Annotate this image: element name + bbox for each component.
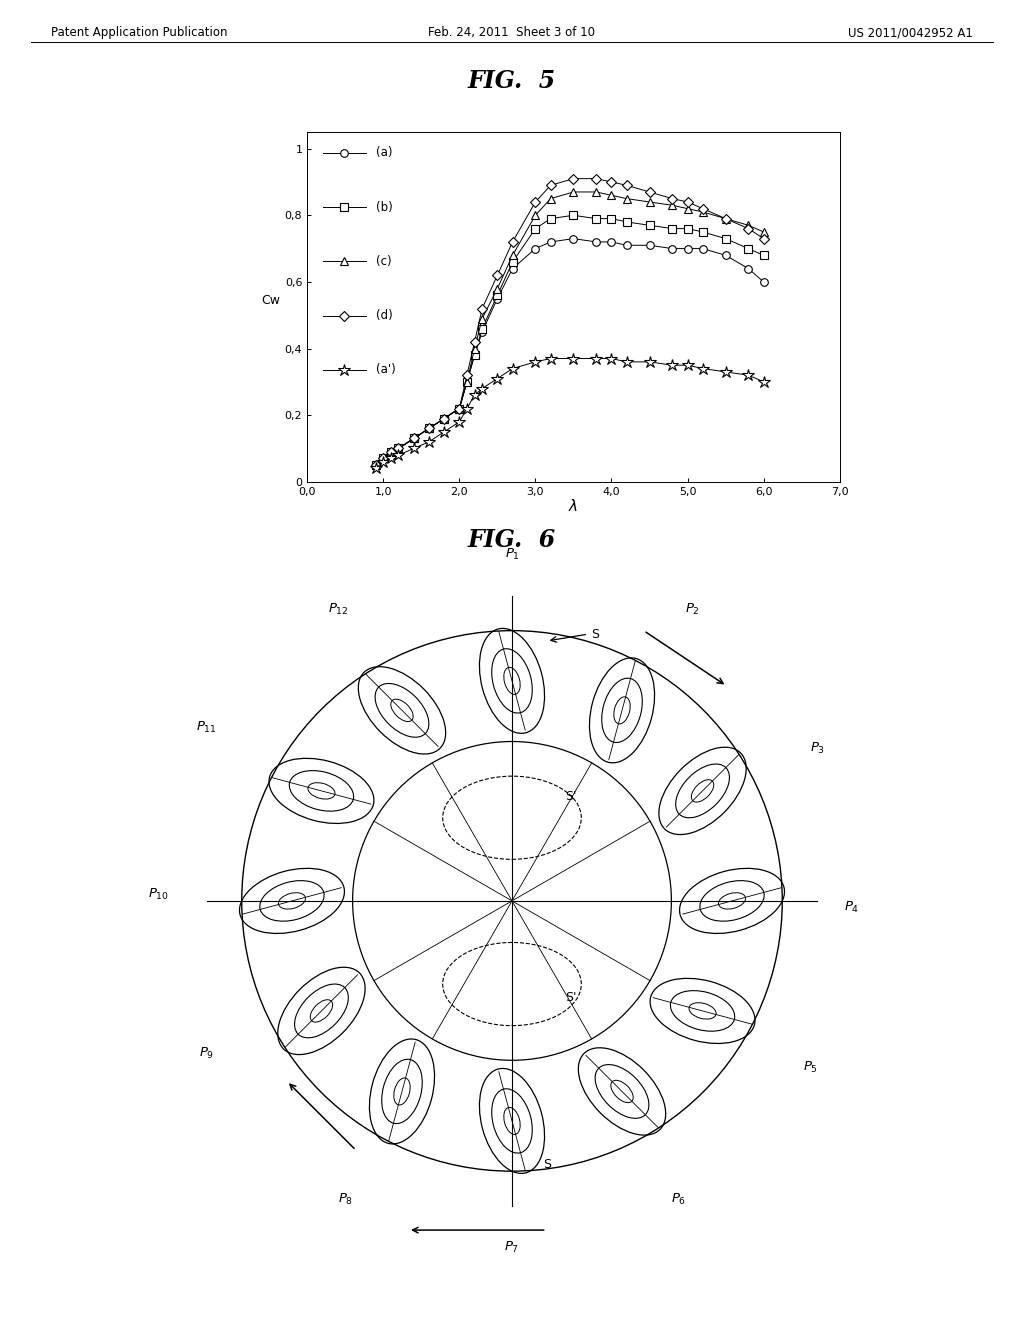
Text: $P_{12}$: $P_{12}$	[329, 602, 349, 616]
Text: (c): (c)	[377, 255, 392, 268]
Text: (a): (a)	[377, 147, 393, 160]
Text: (d): (d)	[377, 309, 393, 322]
Text: US 2011/0042952 A1: US 2011/0042952 A1	[848, 26, 973, 40]
Text: $P_{2}$: $P_{2}$	[685, 602, 699, 616]
Text: (b): (b)	[377, 201, 393, 214]
Text: S': S'	[565, 991, 577, 1005]
Text: $P_{8}$: $P_{8}$	[338, 1192, 353, 1208]
Text: $P_{11}$: $P_{11}$	[196, 721, 217, 735]
Text: $P_{1}$: $P_{1}$	[505, 546, 519, 562]
Text: Patent Application Publication: Patent Application Publication	[51, 26, 227, 40]
Text: $P_{10}$: $P_{10}$	[148, 887, 169, 902]
Text: S': S'	[565, 791, 577, 804]
Text: S: S	[591, 627, 599, 640]
Text: FIG.  5: FIG. 5	[468, 69, 556, 92]
Text: FIG.  6: FIG. 6	[468, 528, 556, 552]
Text: $P_{9}$: $P_{9}$	[199, 1045, 214, 1061]
Text: (a'): (a')	[377, 363, 396, 376]
X-axis label: λ: λ	[569, 499, 578, 515]
Text: $P_{7}$: $P_{7}$	[505, 1239, 519, 1255]
Text: $P_{6}$: $P_{6}$	[671, 1192, 686, 1208]
Text: Feb. 24, 2011  Sheet 3 of 10: Feb. 24, 2011 Sheet 3 of 10	[428, 26, 596, 40]
Text: S: S	[543, 1158, 551, 1171]
Y-axis label: Cw: Cw	[261, 294, 281, 306]
Text: $P_{5}$: $P_{5}$	[803, 1060, 818, 1074]
Text: $P_{3}$: $P_{3}$	[810, 741, 825, 756]
Text: $P_{4}$: $P_{4}$	[844, 900, 859, 915]
